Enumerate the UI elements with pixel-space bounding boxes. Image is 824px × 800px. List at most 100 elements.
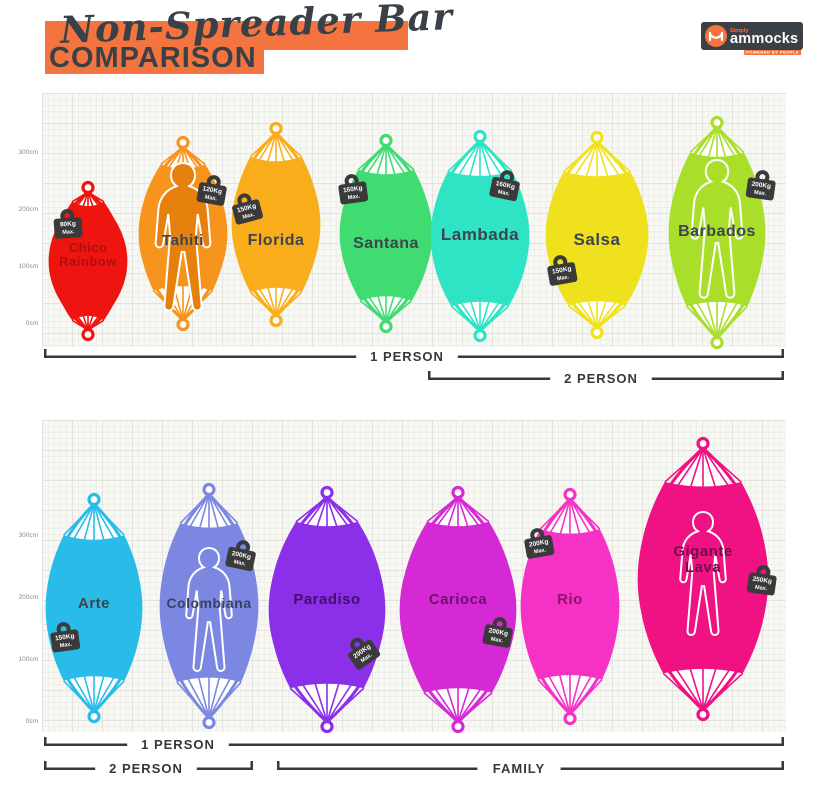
hammock-strings	[208, 677, 232, 719]
hammock-strings	[87, 313, 95, 331]
hammock-strings	[569, 498, 601, 530]
hammock-strings	[596, 299, 608, 329]
hammock-loop	[710, 115, 724, 130]
axis-tick-label: 300cm	[18, 149, 38, 156]
hammock-name: Arte	[78, 595, 110, 612]
hammock-strings	[702, 666, 718, 711]
person-outline-icon	[692, 160, 743, 298]
hammock-strings	[198, 493, 210, 530]
hammock-bed	[269, 521, 385, 689]
hammock-strings	[275, 132, 294, 162]
hammock-strings	[450, 305, 481, 332]
hammock-name: Barbados	[678, 223, 756, 240]
person-silhouette-icon	[156, 163, 211, 311]
axis-tick-label: 200cm	[18, 206, 38, 213]
hammock-strings	[63, 503, 95, 536]
hammock-strings	[385, 296, 404, 323]
hammock-loop	[269, 121, 283, 136]
hammock-strings	[676, 447, 704, 487]
badge-max-load: 80Kg	[60, 220, 76, 228]
hammock-loop	[590, 130, 604, 145]
badge-body	[348, 639, 381, 670]
hammock-strings	[87, 319, 105, 331]
badge-body	[745, 177, 776, 201]
badge-max-label: Max.	[347, 194, 360, 202]
hammock-strings	[76, 191, 89, 207]
hammock-strings	[559, 498, 571, 536]
hammock-strings	[457, 692, 493, 723]
hammock-strings	[63, 680, 95, 713]
hammock-strings	[716, 299, 728, 339]
hammock-bed	[638, 482, 768, 674]
hammock-strings	[258, 287, 277, 317]
badge-max-load: 160Kg	[343, 185, 363, 195]
hammock-strings	[563, 141, 598, 173]
hammock-strings	[577, 301, 598, 329]
page-title: COMPARISON	[49, 42, 257, 74]
hammock-strings	[585, 141, 598, 179]
hammock-loop	[269, 313, 283, 328]
hammock-loop	[176, 317, 190, 332]
hammock-strings	[698, 126, 718, 157]
hammock-logo-icon	[705, 25, 727, 47]
hammock-strings	[596, 141, 620, 177]
bracket-label: 2 PERSON	[564, 371, 638, 386]
hammock-strings	[160, 146, 184, 165]
bracket-label: FAMILY	[493, 761, 545, 776]
badge-max-label: Max.	[62, 229, 75, 236]
hammock-strings	[445, 686, 459, 723]
hammock-strings	[87, 191, 105, 203]
hammock-name: Lambada	[441, 225, 519, 244]
badge-max-load: 200Kg	[231, 550, 252, 561]
hammock-strings	[73, 676, 95, 713]
hammock-strings	[87, 191, 95, 209]
hammock-strings	[423, 692, 459, 723]
hammock-strings	[716, 305, 748, 339]
hammock-strings	[83, 674, 95, 713]
hammock-loop	[379, 319, 393, 334]
badge-max-label: Max.	[534, 547, 548, 555]
hammock-strings	[702, 672, 744, 711]
hammock-strings	[426, 496, 459, 523]
badge-body	[746, 572, 777, 596]
hammock-loop	[87, 709, 101, 724]
hammock-strings	[675, 668, 704, 711]
hammock-loop	[696, 707, 710, 722]
hammock-strings	[702, 447, 717, 489]
hammock-strings	[457, 496, 480, 527]
hammock-strings	[479, 299, 491, 332]
hammock-strings	[596, 141, 609, 179]
hammock-strings	[359, 300, 387, 323]
hammock-loop	[590, 325, 604, 340]
hammock-strings	[702, 447, 730, 487]
badge-max-load: 150Kg	[236, 203, 257, 215]
logo-prefix: Simply	[730, 26, 749, 34]
hammock-strings	[93, 503, 105, 542]
hammock-loop	[81, 327, 95, 342]
hammock-strings	[71, 319, 89, 331]
hammock-name: Salsa	[574, 230, 621, 249]
hammock-loop	[202, 715, 216, 730]
hammock-strings	[436, 496, 459, 527]
badge-body	[196, 182, 227, 206]
badge-body	[232, 199, 263, 225]
badge-max-label: Max.	[497, 189, 511, 198]
hammock-strings	[87, 315, 100, 331]
hammock-strings	[457, 496, 470, 529]
hammock-strings	[696, 302, 718, 339]
hammock-strings	[537, 679, 571, 715]
hammock-strings	[249, 132, 277, 158]
hammock-name: Paradiso	[293, 591, 360, 608]
hammock-strings	[71, 191, 89, 203]
person-outline-icon	[186, 548, 232, 671]
hammock-strings	[93, 503, 115, 540]
